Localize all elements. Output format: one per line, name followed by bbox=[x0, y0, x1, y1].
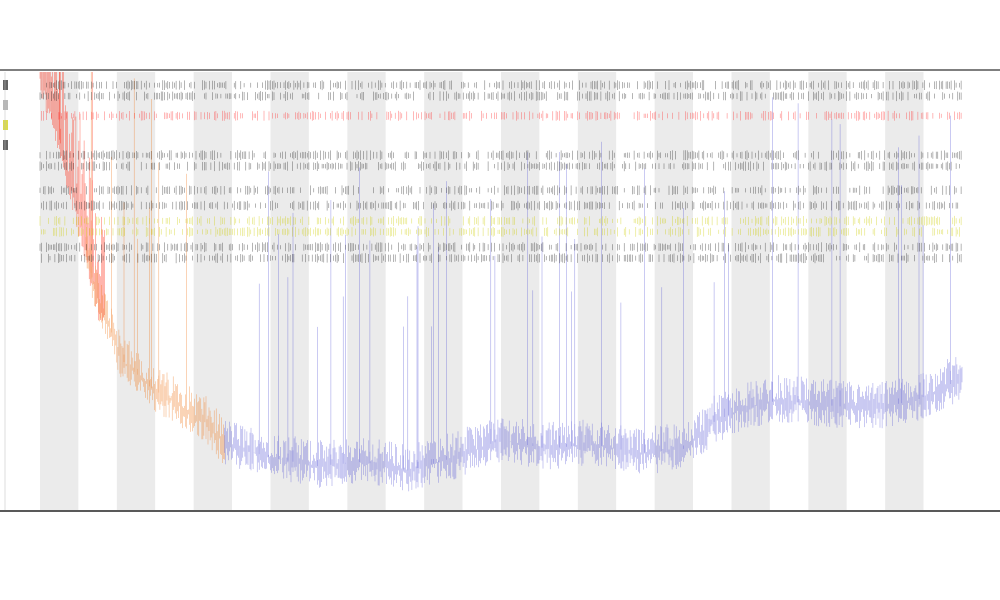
band bbox=[193, 72, 233, 510]
track-row bbox=[41, 110, 962, 121]
band bbox=[308, 72, 348, 510]
track-row bbox=[39, 161, 960, 172]
track-row bbox=[39, 215, 962, 226]
x-tick-labels bbox=[38, 530, 928, 544]
track-row bbox=[39, 242, 962, 253]
legend-swatch bbox=[3, 120, 8, 130]
band bbox=[923, 72, 962, 510]
band bbox=[347, 72, 386, 510]
track-row bbox=[39, 91, 962, 102]
band bbox=[885, 72, 924, 510]
track-row bbox=[41, 226, 960, 237]
band bbox=[116, 72, 156, 510]
series-line bbox=[85, 72, 225, 463]
track-rows bbox=[39, 80, 962, 264]
track-row bbox=[39, 185, 962, 196]
band bbox=[693, 72, 732, 510]
legend-swatch bbox=[3, 140, 8, 150]
band bbox=[232, 72, 271, 510]
legend-swatch bbox=[3, 100, 8, 110]
band bbox=[424, 72, 463, 510]
track-row bbox=[46, 80, 962, 91]
band bbox=[808, 72, 847, 510]
band bbox=[769, 72, 809, 510]
band bbox=[577, 72, 617, 510]
band bbox=[731, 72, 770, 510]
track-row bbox=[41, 200, 959, 211]
band bbox=[155, 72, 194, 510]
track-row bbox=[39, 150, 962, 161]
band bbox=[616, 72, 655, 510]
band bbox=[846, 72, 886, 510]
band bbox=[270, 72, 309, 510]
series-traces bbox=[39, 72, 963, 492]
legend bbox=[3, 80, 8, 150]
track-row bbox=[41, 253, 962, 264]
series-line bbox=[224, 97, 963, 492]
legend-swatch bbox=[3, 80, 8, 90]
